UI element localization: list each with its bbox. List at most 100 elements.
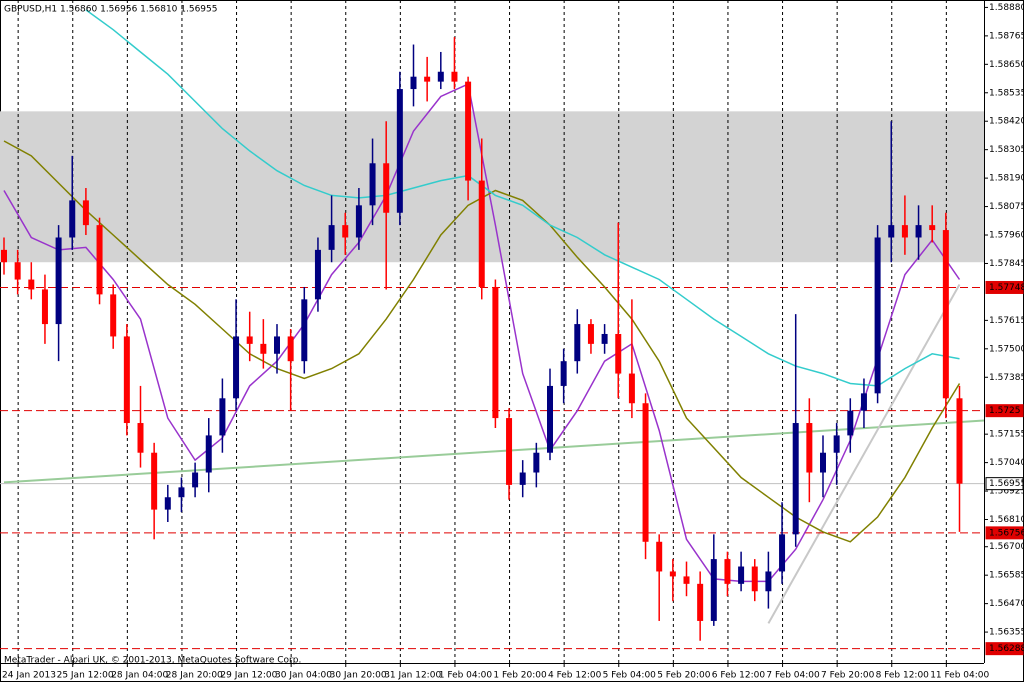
price-label-box (985, 477, 1024, 491)
y-tick-label: 1.58190 (989, 174, 1024, 184)
x-tick-label: 4 Feb 12:00 (548, 671, 602, 681)
candle-body (314, 249, 321, 300)
candle-body (164, 497, 171, 510)
candle-body (274, 336, 280, 354)
x-tick-label: 8 Feb 12:00 (876, 671, 930, 681)
candle-body (833, 435, 840, 453)
x-tick-label: 30 Jan 04:00 (275, 671, 332, 681)
candle-body (697, 583, 704, 621)
moving-average (85, 9, 960, 387)
candle-body (956, 398, 963, 484)
candle-body (806, 423, 813, 473)
y-tick-label: 1.57385 (989, 373, 1024, 383)
candle-body (847, 410, 854, 436)
y-tick-label: 1.57500 (989, 344, 1024, 354)
y-tick-label: 1.56355 (989, 628, 1024, 638)
price-label-box (985, 280, 1024, 294)
candle-body (410, 76, 417, 90)
candle-body (437, 71, 444, 82)
y-tick-label: 1.57615 (989, 316, 1024, 326)
y-tick-label: 1.57845 (989, 259, 1024, 269)
y-tick-label: 1.57960 (989, 231, 1024, 241)
price-label: 1.56288 (989, 644, 1024, 654)
candle-body (492, 286, 499, 419)
candle-body (574, 324, 581, 362)
price-label: 1.5725 (989, 406, 1021, 416)
price-label: 1.57748 (989, 283, 1024, 293)
y-tick-label: 1.58535 (989, 88, 1024, 98)
candle-body (96, 225, 103, 295)
candle-body (628, 373, 635, 404)
candle-body (151, 452, 158, 510)
candle-body (642, 403, 649, 542)
x-tick-label: 24 Jan 2013 (2, 671, 56, 681)
candle-body (765, 571, 772, 592)
candle-body (792, 423, 799, 535)
x-tick-label: 28 Jan 04:00 (111, 671, 168, 681)
candle-body (929, 225, 936, 231)
candle-body (41, 289, 48, 325)
candle-body (178, 487, 185, 498)
x-tick-label: 6 Feb 12:00 (712, 671, 766, 681)
candle-body (451, 71, 458, 82)
candle-body (28, 279, 35, 290)
candle-body (246, 336, 253, 344)
x-tick-label: 28 Jan 20:00 (166, 671, 223, 681)
zone (0, 111, 984, 263)
candle-body (1, 249, 7, 263)
x-tick-label: 25 Jan 12:00 (57, 671, 114, 681)
price-label: 1.56955 (989, 479, 1024, 489)
candle-body (587, 324, 594, 344)
candle-body (328, 225, 335, 250)
candle-body (205, 435, 212, 473)
candle-body (738, 566, 745, 584)
candle-body (601, 333, 608, 344)
candle-body (751, 566, 758, 592)
price-label: 1.56756 (989, 528, 1024, 538)
y-tick-label: 1.56700 (989, 542, 1024, 552)
candle-body (888, 225, 895, 238)
candle-body (547, 385, 553, 453)
y-tick-label: 1.58305 (989, 145, 1024, 155)
x-tick-label: 7 Feb 20:00 (821, 671, 875, 681)
candle-body (137, 423, 144, 453)
candle-body (14, 262, 21, 280)
candle-body (342, 225, 349, 238)
candle-body (478, 180, 485, 287)
x-tick-label: 31 Jan 12:00 (384, 671, 441, 681)
candle-body (123, 336, 130, 424)
candle-body (192, 472, 199, 488)
candle-body (615, 333, 622, 374)
x-tick-label: 5 Feb 20:00 (657, 671, 711, 681)
x-tick-label: 29 Jan 12:00 (220, 671, 277, 681)
candle-body (396, 89, 403, 213)
candle-body (287, 336, 294, 362)
candle-body (219, 398, 226, 436)
plot-area (0, 0, 985, 663)
candle-body (465, 81, 472, 181)
candle-body (301, 299, 308, 362)
candle-body (69, 200, 76, 238)
chart-title: GBPUSD,H1 1.56860 1.56956 1.56810 1.5695… (4, 5, 217, 15)
x-tick-label: 11 Feb 04:00 (930, 671, 989, 681)
x-tick-label: 7 Feb 04:00 (766, 671, 820, 681)
y-tick-label: 1.56470 (989, 599, 1024, 609)
price-label-box (985, 526, 1024, 540)
candle-body (355, 205, 362, 238)
y-tick-label: 1.58765 (989, 31, 1024, 41)
y-tick-label: 1.58650 (989, 60, 1024, 70)
candle-body (82, 200, 89, 226)
y-tick-label: 1.58420 (989, 117, 1024, 127)
candle-body (779, 534, 786, 572)
y-tick-label: 1.57155 (989, 430, 1024, 440)
x-tick-label: 5 Feb 04:00 (603, 671, 657, 681)
candle-body (110, 294, 117, 337)
candle-body (901, 225, 908, 238)
candle-body (874, 237, 881, 394)
x-tick-label: 1 Feb 04:00 (439, 671, 493, 681)
candle-body (860, 393, 867, 411)
candle-body (233, 336, 240, 399)
x-tick-label: 30 Jan 20:00 (330, 671, 387, 681)
